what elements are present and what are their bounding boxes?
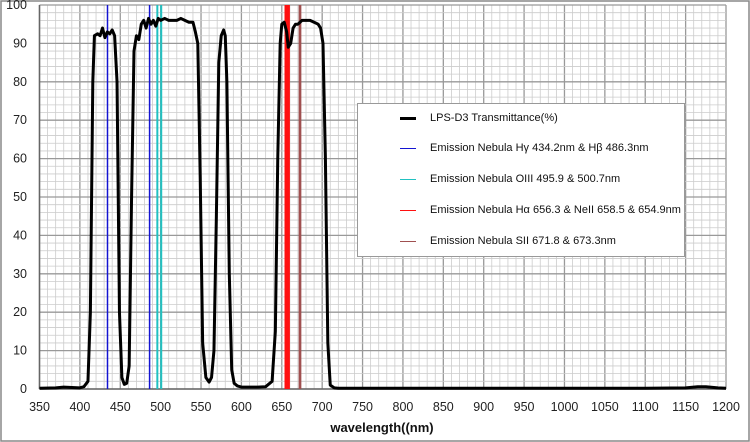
x-tick-label: 1150 (672, 400, 699, 414)
legend-swatch (400, 178, 416, 180)
legend-swatch (400, 116, 416, 120)
y-tick-label: 100 (6, 0, 27, 12)
transmittance-curve (39, 16, 727, 390)
y-tick-label: 20 (13, 305, 27, 319)
legend-item-lps-d3: LPS-D3 Transmittance(%) (358, 112, 558, 124)
x-tick-label: 900 (473, 400, 494, 414)
x-tick-label: 500 (150, 400, 171, 414)
x-tick-label: 700 (312, 400, 333, 414)
legend-item-sii: Emission Nebula SII 671.8 & 673.3nm (358, 235, 616, 247)
legend: LPS-D3 Transmittance(%) Emission Nebula … (357, 103, 685, 257)
x-tick-label: 800 (393, 400, 414, 414)
x-tick-label: 1000 (551, 400, 579, 414)
legend-item-hgamma-hbeta: Emission Nebula Hγ 434.2nm & Hβ 486.3nm (358, 142, 649, 154)
legend-item-halpha-nii: Emission Nebula Hα 656.3 & NeII 658.5 & … (358, 204, 681, 216)
x-tick-label: 1100 (632, 400, 659, 414)
y-tick-label: 70 (13, 113, 27, 127)
legend-label: LPS-D3 Transmittance(%) (430, 112, 558, 124)
legend-item-oiii: Emission Nebula OIII 495.9 & 500.7nm (358, 173, 620, 185)
x-tick-label: 950 (514, 400, 535, 414)
x-tick-label: 1200 (712, 400, 740, 414)
legend-swatch (400, 147, 416, 149)
x-tick-label: 600 (231, 400, 252, 414)
y-tick-label: 30 (13, 267, 27, 281)
x-tick-label: 850 (433, 400, 454, 414)
y-tick-label: 80 (13, 75, 27, 89)
y-tick-label: 0 (20, 382, 27, 396)
x-tick-label: 550 (191, 400, 212, 414)
y-tick-label: 60 (13, 152, 27, 166)
x-tick-label: 400 (69, 400, 90, 414)
y-tick-label: 50 (13, 190, 27, 204)
legend-label: Emission Nebula OIII 495.9 & 500.7nm (430, 173, 621, 185)
x-tick-label: 350 (29, 400, 50, 414)
legend-swatch (400, 240, 416, 242)
legend-label: Emission Nebula SII 671.8 & 673.3nm (430, 235, 616, 247)
x-tick-label: 450 (110, 400, 131, 414)
y-tick-label: 40 (13, 228, 27, 242)
x-tick-label: 650 (271, 400, 292, 414)
x-axis-label: wavelength((nm) (329, 420, 433, 435)
x-tick-label: 750 (352, 400, 373, 414)
x-tick-label: 1050 (591, 400, 619, 414)
legend-label: Emission Nebula Hα 656.3 & NeII 658.5 & … (430, 204, 681, 216)
legend-label: Emission Nebula Hγ 434.2nm & Hβ 486.3nm (430, 142, 649, 154)
y-tick-label: 90 (13, 36, 27, 50)
y-tick-label: 10 (13, 344, 27, 358)
legend-swatch (400, 209, 416, 211)
